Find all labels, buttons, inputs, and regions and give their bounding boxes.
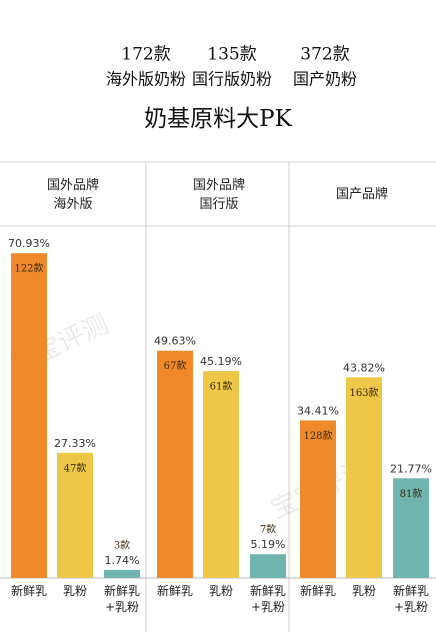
bar: [250, 554, 286, 578]
bar: [393, 478, 429, 578]
x-tick-label: 新鲜乳: [156, 584, 193, 598]
count-label: 163款: [349, 386, 378, 399]
bar: [11, 253, 47, 578]
count-label: 3款: [114, 539, 130, 552]
x-tick-label: 乳粉: [208, 584, 233, 598]
value-label: 49.63%: [154, 335, 196, 348]
value-label: 43.82%: [343, 361, 385, 374]
count-label: 67款: [164, 359, 187, 372]
count-label: 128款: [303, 429, 332, 442]
value-label: 27.33%: [54, 437, 96, 450]
main-title: 奶基原料大PK: [144, 106, 292, 132]
x-tick-label: 新鲜乳 +乳粉: [392, 584, 429, 614]
count-label: 61款: [210, 380, 233, 393]
x-tick-label: 新鲜乳 +乳粉: [249, 584, 286, 614]
summary-count: 135款: [207, 45, 256, 65]
bar: [203, 371, 239, 578]
x-tick-label: 新鲜乳 +乳粉: [103, 584, 140, 614]
summary-count: 372款: [300, 45, 349, 65]
x-tick-label: 新鲜乳: [10, 584, 47, 598]
count-label: 47款: [64, 461, 87, 474]
value-label: 45.19%: [200, 355, 242, 368]
x-tick-label: 乳粉: [351, 584, 376, 598]
panel-title: 国外品牌 国行版: [192, 178, 245, 212]
count-label: 7款: [260, 523, 276, 536]
bar: [157, 350, 193, 578]
bar: [104, 570, 140, 578]
count-label: 81款: [400, 487, 423, 500]
value-label: 1.74%: [105, 554, 140, 567]
panel-title: 国产品牌: [335, 187, 388, 202]
value-label: 21.77%: [390, 462, 432, 475]
panel-title: 国外品牌 海外版: [46, 178, 99, 212]
summary-count: 172款: [121, 45, 170, 65]
value-label: 34.41%: [297, 404, 339, 417]
value-label: 70.93%: [8, 237, 50, 250]
value-label: 5.19%: [251, 538, 286, 551]
summary-label: 国产奶粉: [293, 70, 357, 89]
bar: [57, 452, 93, 578]
summary-label: 海外版奶粉: [106, 70, 186, 89]
x-tick-label: 新鲜乳: [299, 584, 336, 598]
count-label: 122款: [14, 262, 43, 275]
x-tick-label: 乳粉: [62, 584, 87, 598]
summary-label: 国行版奶粉: [192, 70, 272, 89]
bar: [300, 420, 336, 578]
bar: [346, 377, 382, 578]
